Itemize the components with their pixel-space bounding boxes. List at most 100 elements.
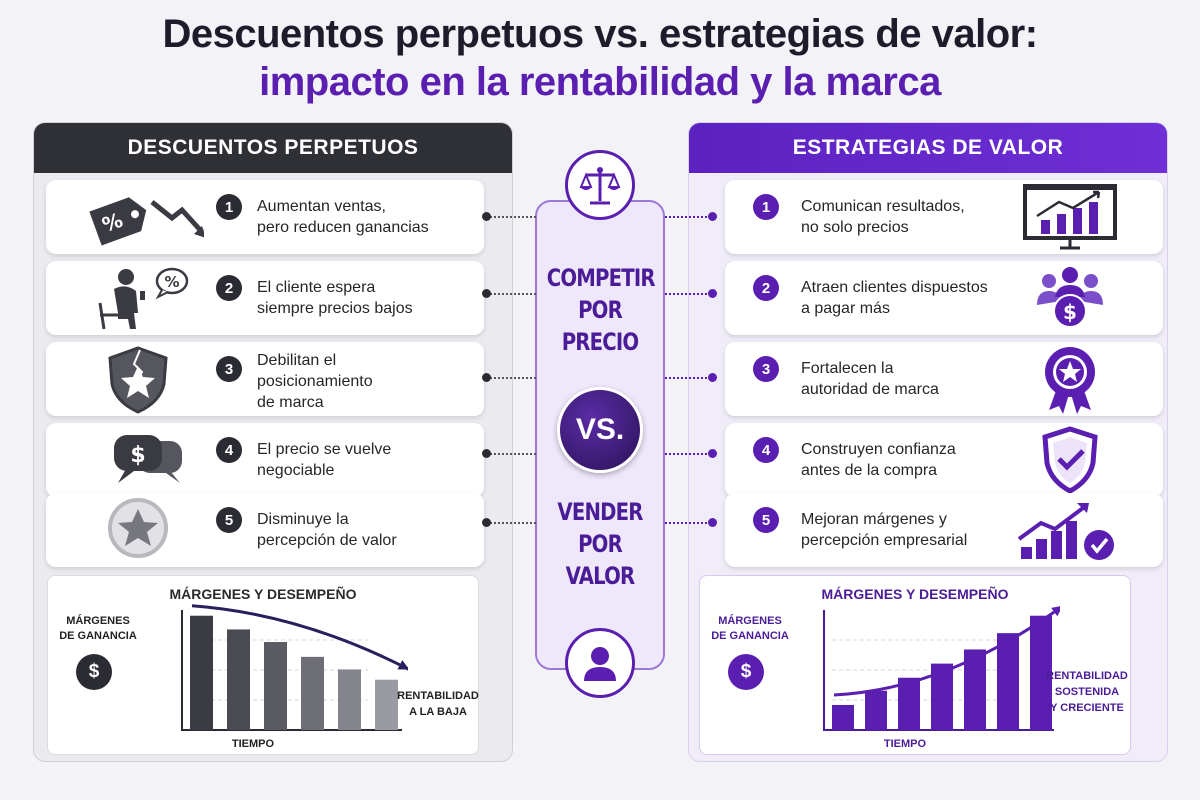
shield-check-icon [1015,425,1125,500]
chart-bar [931,663,953,730]
connector-right [665,216,715,218]
right-item-3: 3 Fortalecen la autoridad de marca [725,342,1163,416]
dollar-icon: $ [728,654,764,690]
connector-dot [482,289,491,298]
left-bar-chart [181,604,408,731]
left-item-3: 3 Debilitan el posicionamiento de marca [46,342,484,416]
svg-text:%: % [164,273,179,291]
right-panel-header: ESTRATEGIAS DE VALOR [689,123,1167,173]
svg-text:$: $ [1063,300,1077,324]
connector-dot [482,373,491,382]
cracked-shield-icon [74,344,204,419]
connector-dot [482,518,491,527]
chart-trend-arrowhead [1051,606,1060,617]
chart-bar [964,649,986,730]
connector-right [665,377,715,379]
item-text: Debilitan el posicionamiento de marca [257,352,373,411]
chart-xlabel: TIEMPO [883,738,927,750]
award-badge-icon [1015,344,1125,419]
item-text: Fortalecen la autoridad de marca [801,360,939,398]
left-item-1: % 1 Aumentan ventas, pero reducen gananc… [46,180,484,254]
connector-right [665,522,715,524]
growth-chart-check-icon [1015,495,1135,570]
right-chart: MÁRGENES Y DESEMPEÑO MÁRGENES DE GANANCI… [699,575,1131,755]
item-number: 3 [216,356,242,382]
item-number: 1 [216,194,242,220]
connector-right [665,293,715,295]
connector-dot [708,449,717,458]
chart-trend-arrow [191,604,408,671]
chart-bar [190,615,213,730]
chart-title: MÁRGENES Y DESEMPEÑO [169,586,357,602]
page-title-line-2: impacto en la rentabilidad y la marca [259,60,941,104]
chart-bar [898,677,920,730]
left-panel-discounts: DESCUENTOS PERPETUOS % 1 Aumentan ventas… [33,122,513,762]
item-text: El precio se vuelve negociable [257,441,392,479]
item-number: 4 [753,437,779,463]
person-icon [565,628,635,698]
chart-bar [227,629,250,730]
chart-trend-arrowhead [397,660,408,670]
chart-bar [832,704,854,730]
connector-left [486,453,536,455]
chart-title: MÁRGENES Y DESEMPEÑO [821,586,1009,602]
page-title-line-1: Descuentos perpetuos vs. estrategias de … [162,12,1038,56]
item-text: Mejoran márgenes y percepción empresaria… [801,511,968,549]
connector-dot [482,212,491,221]
item-number: 4 [216,437,242,463]
chart-ylabel: MÁRGENES DE GANANCIA [59,615,137,642]
dollar-chat-bubbles-icon: $ [74,425,204,500]
dollar-icon: $ [76,654,112,690]
item-number: 2 [753,275,779,301]
item-number: 5 [216,507,242,533]
chart-bar [338,669,361,730]
vs-badge: VS. [557,387,643,473]
left-chart: MÁRGENES Y DESEMPEÑO MÁRGENES DE GANANCI… [47,575,479,755]
item-text: Construyen confianza antes de la compra [801,441,956,479]
item-number: 2 [216,275,242,301]
chart-bar [1030,615,1052,730]
left-item-2: % 2 El cliente espera siempre precios ba… [46,261,484,335]
right-item-4: 4 Construyen confianza antes de la compr… [725,423,1163,497]
connector-left [486,377,536,379]
item-text: Comunican resultados, no solo precios [801,198,965,236]
chart-xlabel: TIEMPO [231,738,275,750]
chart-bar [375,679,398,730]
right-bar-chart [823,606,1060,731]
item-text: El cliente espera siempre precios bajos [257,279,413,317]
connector-dot [708,518,717,527]
chart-annotation: RENTABILIDAD SOSTENIDA Y CRECIENTE [1046,670,1128,714]
customer-phone-icon: % [74,263,204,338]
center-bottom-text: VENDER POR VALOR [557,498,643,590]
chart-bar [865,690,887,730]
item-text: Atraen clientes dispuestos a pagar más [801,279,988,317]
item-text: Disminuye la percepción de valor [257,511,397,549]
faded-star-icon [74,495,204,570]
right-item-2: $ 2 Atraen clientes dispuestos a pagar m… [725,261,1163,335]
connector-dot [708,289,717,298]
connector-left [486,216,536,218]
connector-left [486,522,536,524]
chart-bar [264,642,287,730]
svg-text:$: $ [130,443,145,468]
presentation-chart-icon [1015,182,1125,257]
right-item-1: 1 Comunican resultados, no solo precios [725,180,1163,254]
connector-right [665,453,715,455]
connector-dot [708,373,717,382]
left-item-5: 5 Disminuye la percepción de valor [46,493,484,567]
item-number: 3 [753,356,779,382]
discount-tag-down-arrow-icon: % [74,182,206,257]
left-panel-header: DESCUENTOS PERPETUOS [34,123,512,173]
item-text: Aumentan ventas, pero reducen ganancias [257,198,429,236]
chart-bar [997,633,1019,730]
chart-ylabel: MÁRGENES DE GANANCIA [711,615,789,642]
connector-dot [482,449,491,458]
left-item-4: $ 4 El precio se vuelve negociable [46,423,484,497]
connector-dot [708,212,717,221]
connector-left [486,293,536,295]
right-panel-value: ESTRATEGIAS DE VALOR 1 Comunican resulta… [688,122,1168,762]
item-number: 1 [753,194,779,220]
chart-annotation: RENTABILIDAD A LA BAJA [397,690,479,718]
center-top-text: COMPETIR POR PRECIO [546,264,656,356]
chart-bar [301,656,324,730]
